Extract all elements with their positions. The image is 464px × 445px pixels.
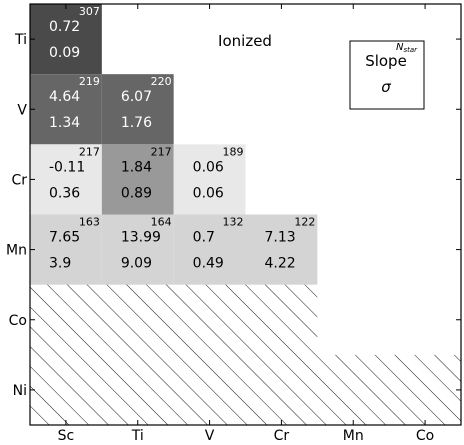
cell-n-star: 164 [151,216,172,229]
legend-n-star-label: Nstar [396,42,418,54]
cell-slope: 4.64 [49,89,80,105]
cell-slope: 7.65 [49,230,80,246]
y-tick-label: Cr [11,172,27,188]
heatmap-cells [30,4,318,285]
cell-n-star: 217 [151,145,172,158]
cell-sigma: 1.34 [49,115,80,131]
y-tick-label: Co [9,313,27,329]
x-tick-labels: Sc Ti V Cr Mn Co [58,428,435,444]
heatmap-cell [101,144,174,215]
chart-title: Ionized [218,32,272,50]
hatched-region [30,284,461,425]
legend-box: Nstar Slope σ [349,40,425,110]
cell-slope: 7.13 [265,230,296,246]
y-tick-label: Ti [14,32,27,48]
heatmap-cell [173,214,246,285]
heatmap-cell [245,214,318,285]
legend-slope-label: Slope [365,52,407,70]
axis-ticks [30,4,461,425]
cell-sigma: 0.89 [121,185,152,201]
cell-sigma: 4.22 [265,256,296,272]
cell-n-star: 217 [79,145,100,158]
legend-n-sub: star [403,46,418,54]
cell-sigma: 9.09 [121,256,152,272]
cell-slope: 0.72 [49,19,80,35]
cell-sigma: 0.36 [49,185,80,201]
heatmap-cell [173,144,246,215]
y-tick-labels: Ti V Cr Mn Co Ni [6,32,27,399]
heatmap-cell [30,144,102,215]
cell-slope: 1.84 [121,159,152,175]
cell-sigma: 3.9 [49,256,71,272]
x-tick-label: Co [416,428,434,444]
heatmap-cell [101,214,174,285]
y-tick-label: Mn [6,243,27,259]
cell-n-star: 189 [223,145,244,158]
cell-sigma: 0.09 [49,45,80,61]
heatmap-cell [101,74,174,145]
x-tick-label: Mn [343,428,364,444]
cell-slope: 6.07 [121,89,152,105]
y-tick-label: V [17,102,27,118]
heatmap-cell [30,214,102,285]
cell-slope: 13.99 [121,230,161,246]
cell-n-star: 132 [223,216,244,229]
x-tick-label: Ti [131,428,144,444]
cell-n-star: 307 [79,5,100,18]
legend-sigma-label: σ [381,78,391,96]
cell-n-star: 122 [294,216,315,229]
x-tick-label: Cr [274,428,290,444]
cell-sigma: 1.76 [121,115,152,131]
cell-n-star: 219 [79,75,100,88]
cell-slope: 0.7 [193,230,215,246]
legend-frame [349,40,425,110]
cell-n-star: 163 [79,216,100,229]
cell-sigma: 0.06 [193,185,224,201]
legend-n-main: N [396,42,404,53]
cell-labels: 3070.720.092194.641.342206.071.76217-0.1… [49,5,315,272]
y-tick-label: Ni [13,383,27,399]
cell-slope: 0.06 [193,159,224,175]
plot-frame [29,3,462,426]
x-tick-label: V [205,428,215,444]
heatmap-cell [30,4,102,75]
heatmap-cell [30,74,102,145]
x-tick-label: Sc [58,428,75,444]
cell-slope: -0.11 [49,159,85,175]
cell-n-star: 220 [151,75,172,88]
cell-sigma: 0.49 [193,256,224,272]
